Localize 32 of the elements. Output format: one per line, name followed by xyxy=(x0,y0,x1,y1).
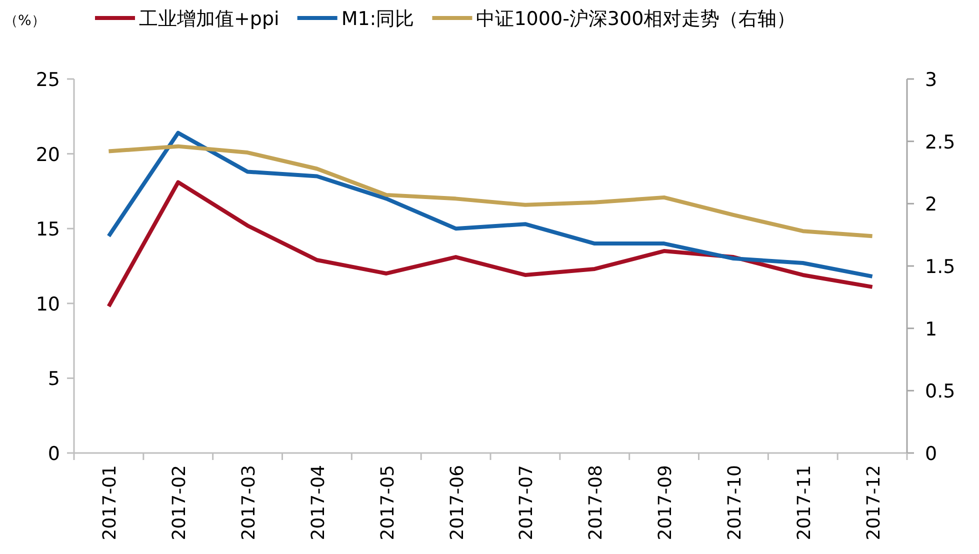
line-series xyxy=(106,144,874,238)
y-tick-label: 0 xyxy=(48,443,60,465)
line-series xyxy=(106,180,874,308)
y2-tick-label: 0 xyxy=(925,443,938,465)
x-tick-label: 2017-09 xyxy=(655,465,676,540)
legend-label: 中证1000-沪深300相对走势（右轴） xyxy=(476,8,796,30)
y-tick-label: 15 xyxy=(36,218,60,241)
y2-tick-label: 2 xyxy=(925,194,938,216)
x-tick-label: 2017-11 xyxy=(794,465,815,540)
y-tick-label: 5 xyxy=(48,368,60,390)
x-tick-label: 2017-02 xyxy=(169,465,190,540)
y-axis-title: （%） xyxy=(4,13,46,29)
legend-label: 工业增加值+ppi xyxy=(139,8,280,30)
x-tick-label: 2017-08 xyxy=(586,465,607,540)
y-tick-label: 25 xyxy=(36,69,60,91)
x-tick-label: 2017-01 xyxy=(100,465,121,540)
y2-tick-label: 1.5 xyxy=(925,256,956,278)
x-tick-label: 2017-10 xyxy=(724,465,746,540)
legend-label: M1:同比 xyxy=(341,8,414,30)
x-tick-label: 2017-05 xyxy=(377,465,398,540)
y-tick-label: 10 xyxy=(36,293,60,316)
x-tick-label: 2017-04 xyxy=(308,465,329,540)
x-tick-label: 2017-06 xyxy=(446,465,468,540)
x-tick-label: 2017-12 xyxy=(863,465,884,540)
y2-tick-label: 2.5 xyxy=(925,131,956,154)
y-tick-label: 20 xyxy=(36,144,60,166)
y2-tick-label: 0.5 xyxy=(925,380,956,403)
line-series xyxy=(106,130,874,278)
x-tick-label: 2017-03 xyxy=(238,465,260,540)
x-tick-label: 2017-07 xyxy=(516,465,538,540)
y2-tick-label: 1 xyxy=(925,318,938,340)
y2-tick-label: 3 xyxy=(925,69,938,91)
